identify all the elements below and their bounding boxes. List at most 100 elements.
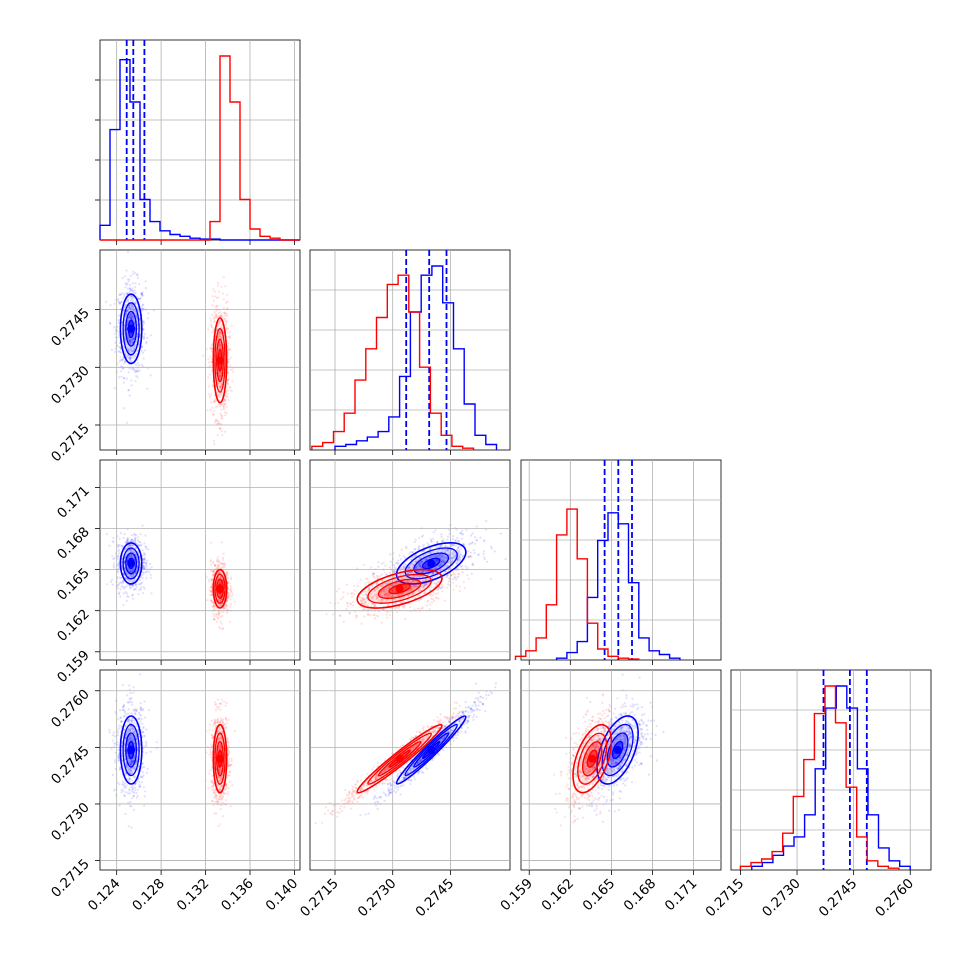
sample-point — [143, 542, 146, 545]
sample-point — [117, 583, 120, 586]
sample-point — [220, 332, 223, 335]
sample-point — [133, 331, 136, 334]
sample-point — [445, 575, 448, 579]
sample-point — [130, 348, 133, 351]
sample-point — [130, 805, 133, 808]
sample-point — [229, 364, 232, 368]
sample-point — [211, 605, 214, 608]
sample-point — [140, 294, 143, 297]
sample-point — [111, 773, 114, 777]
sample-point — [122, 715, 126, 718]
sample-point — [121, 277, 124, 280]
sample-point — [125, 269, 128, 272]
sample-point — [463, 586, 466, 589]
sample-point — [130, 303, 134, 306]
sample-point — [123, 362, 126, 365]
sample-point — [119, 347, 122, 350]
sample-point — [138, 673, 141, 676]
sample-point — [227, 398, 231, 402]
sample-point — [418, 607, 421, 610]
sample-point — [396, 611, 399, 614]
sample-point — [124, 791, 127, 794]
sample-point — [112, 731, 115, 734]
sample-point — [221, 292, 224, 295]
sample-point — [223, 400, 226, 403]
sample-point — [124, 303, 127, 307]
sample-point — [443, 599, 446, 603]
sample-point — [127, 701, 130, 704]
sample-point — [134, 786, 137, 789]
sample-point — [467, 577, 470, 581]
sample-point — [126, 306, 130, 309]
sample-point — [219, 315, 222, 318]
sample-point — [143, 716, 147, 719]
sample-point — [413, 608, 416, 611]
sample-point — [116, 571, 119, 574]
sample-point — [109, 322, 112, 325]
sample-point — [209, 394, 213, 397]
sample-point — [128, 304, 131, 307]
sample-point — [368, 614, 372, 617]
sample-point — [208, 355, 211, 358]
sample-point — [129, 341, 132, 344]
sample-point — [142, 586, 145, 589]
sample-point — [215, 313, 218, 316]
sample-point — [138, 588, 141, 591]
sample-point — [141, 722, 144, 725]
sample-point — [394, 566, 397, 570]
sample-point — [142, 320, 145, 323]
sample-point — [392, 569, 396, 572]
sample-point — [118, 537, 121, 540]
sample-point — [144, 740, 147, 743]
sample-point — [207, 358, 210, 361]
sample-point — [353, 584, 356, 588]
sample-point — [214, 613, 217, 616]
sample-point — [134, 312, 137, 315]
sample-point — [118, 360, 121, 363]
sample-point — [124, 351, 127, 354]
sample-point — [458, 589, 461, 593]
sample-point — [432, 531, 435, 534]
sample-point — [121, 359, 124, 362]
sample-point — [135, 709, 138, 712]
sample-point — [121, 292, 124, 295]
sample-point — [143, 335, 146, 338]
sample-point — [118, 350, 121, 354]
sample-point — [110, 747, 113, 750]
sample-point — [119, 348, 123, 351]
sample-point — [124, 786, 128, 789]
sample-point — [207, 393, 210, 396]
sample-point — [131, 347, 134, 350]
sample-point — [131, 306, 134, 309]
sample-point — [219, 321, 222, 324]
sample-point — [125, 292, 128, 295]
sample-point — [208, 395, 211, 399]
sample-point — [133, 289, 136, 292]
sample-point — [226, 321, 229, 324]
sample-point — [128, 358, 131, 361]
sample-point — [108, 544, 111, 547]
sample-point — [215, 406, 218, 409]
sample-point — [142, 304, 145, 307]
sample-point — [120, 720, 123, 723]
sample-point — [140, 291, 143, 294]
sample-point — [123, 377, 126, 380]
sample-point — [411, 551, 414, 554]
sample-point — [129, 358, 132, 361]
sample-point — [211, 314, 214, 317]
sample-point — [469, 551, 472, 554]
sample-point — [149, 562, 152, 566]
sample-point — [220, 402, 223, 406]
sample-point — [211, 295, 214, 298]
sample-point — [384, 564, 387, 567]
sample-point — [141, 549, 144, 552]
sample-point — [130, 356, 133, 359]
sample-point — [216, 616, 219, 619]
sample-point — [132, 794, 135, 798]
sample-point — [221, 417, 224, 420]
sample-point — [127, 348, 130, 351]
sample-point — [127, 336, 130, 339]
sample-point — [339, 614, 342, 617]
sample-point — [437, 597, 440, 600]
sample-point — [142, 328, 145, 332]
